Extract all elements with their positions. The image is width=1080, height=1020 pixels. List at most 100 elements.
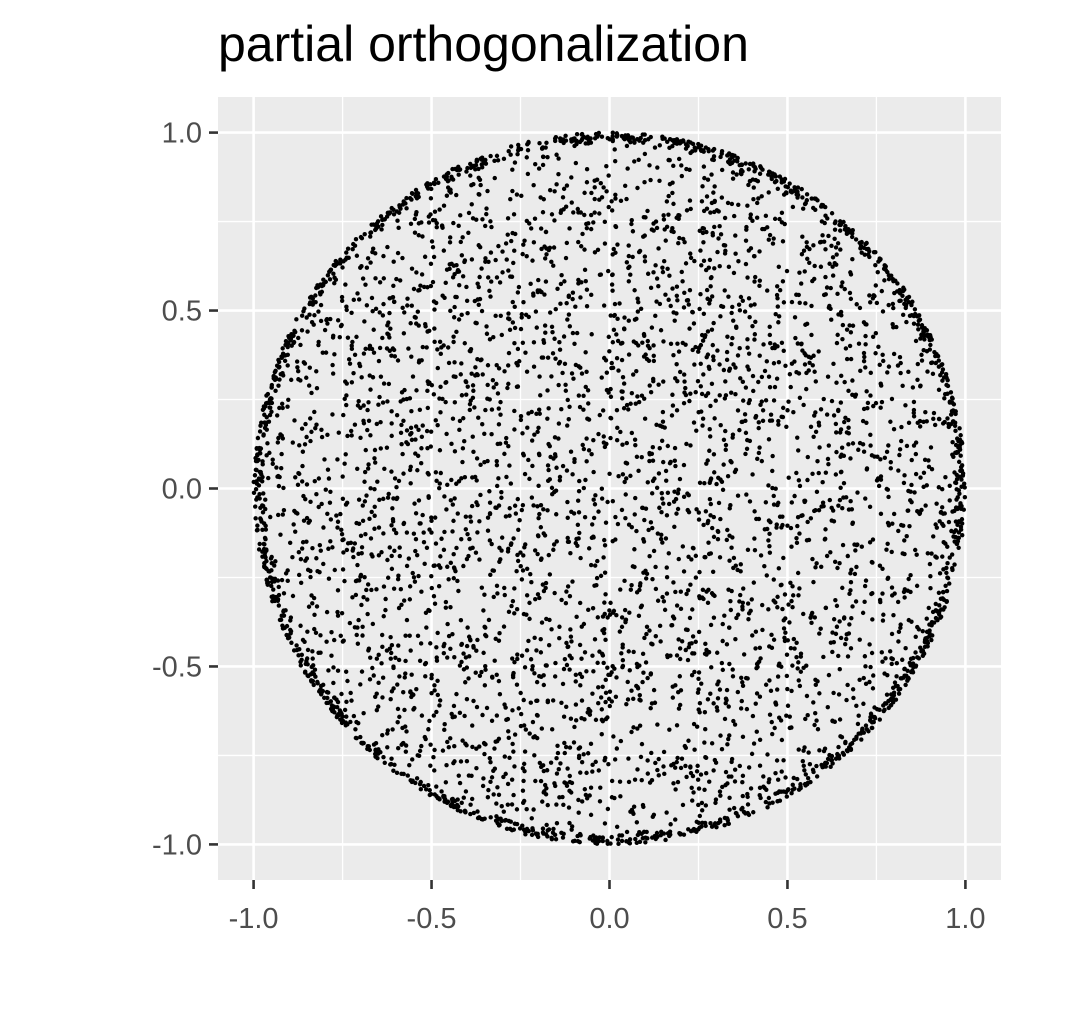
data-point bbox=[595, 660, 600, 666]
data-point bbox=[389, 756, 394, 761]
data-point bbox=[401, 598, 407, 603]
data-point bbox=[706, 518, 711, 524]
data-point bbox=[344, 714, 349, 719]
data-point bbox=[502, 592, 507, 598]
data-point bbox=[540, 355, 546, 360]
data-point bbox=[641, 140, 646, 145]
data-point bbox=[591, 534, 596, 539]
data-point bbox=[397, 674, 402, 679]
data-point bbox=[819, 762, 824, 768]
data-point bbox=[573, 679, 578, 684]
data-point bbox=[800, 759, 805, 764]
data-point bbox=[647, 163, 652, 168]
data-point bbox=[838, 221, 844, 227]
data-point bbox=[629, 390, 635, 396]
data-point bbox=[880, 659, 885, 664]
data-point bbox=[327, 277, 333, 282]
data-point bbox=[767, 418, 773, 423]
data-point bbox=[569, 824, 575, 829]
data-point bbox=[454, 192, 459, 198]
data-point bbox=[482, 751, 487, 757]
data-point bbox=[510, 320, 516, 325]
data-point bbox=[857, 305, 863, 311]
data-point bbox=[800, 348, 805, 353]
data-point bbox=[756, 425, 761, 431]
data-point bbox=[911, 399, 917, 405]
data-point bbox=[380, 675, 386, 680]
data-point bbox=[554, 182, 559, 187]
data-point bbox=[439, 536, 444, 541]
data-point bbox=[844, 231, 850, 237]
data-point bbox=[646, 358, 652, 363]
data-point bbox=[846, 417, 851, 423]
data-point bbox=[426, 727, 431, 732]
data-point bbox=[443, 599, 449, 605]
data-point bbox=[321, 525, 326, 530]
data-point bbox=[711, 452, 717, 457]
data-point bbox=[619, 615, 625, 620]
data-point bbox=[567, 820, 572, 826]
data-point bbox=[650, 525, 655, 531]
data-point bbox=[737, 763, 743, 769]
data-point bbox=[485, 188, 490, 194]
data-point bbox=[456, 588, 461, 594]
data-point bbox=[305, 629, 310, 634]
data-point bbox=[664, 478, 669, 483]
data-point bbox=[651, 353, 656, 358]
data-point bbox=[449, 711, 454, 717]
data-point bbox=[565, 539, 571, 545]
data-point bbox=[337, 708, 343, 713]
data-point bbox=[602, 570, 608, 575]
data-point bbox=[574, 614, 579, 620]
data-point bbox=[553, 134, 559, 140]
data-point bbox=[544, 252, 549, 257]
data-point bbox=[637, 829, 642, 835]
data-point bbox=[428, 429, 434, 434]
data-point bbox=[807, 360, 812, 366]
data-point bbox=[766, 538, 771, 543]
data-point bbox=[427, 608, 432, 613]
data-point bbox=[328, 539, 333, 544]
data-point bbox=[534, 325, 539, 330]
data-point bbox=[362, 319, 367, 324]
data-point bbox=[491, 768, 496, 773]
data-point bbox=[627, 610, 632, 615]
data-point bbox=[736, 202, 741, 207]
data-point bbox=[654, 299, 659, 304]
data-point bbox=[368, 260, 373, 265]
data-point bbox=[363, 346, 368, 352]
data-point bbox=[541, 682, 547, 688]
data-point bbox=[298, 623, 303, 628]
data-point bbox=[452, 271, 457, 277]
data-point bbox=[459, 253, 465, 258]
data-point bbox=[592, 502, 598, 507]
data-point bbox=[417, 407, 423, 413]
data-point bbox=[692, 362, 697, 367]
data-point bbox=[477, 177, 483, 183]
data-point bbox=[558, 281, 564, 287]
data-point bbox=[419, 589, 424, 594]
data-point bbox=[378, 749, 383, 755]
data-point bbox=[707, 301, 712, 306]
data-point bbox=[751, 161, 756, 166]
data-point bbox=[297, 443, 302, 448]
data-point bbox=[891, 427, 897, 432]
data-point bbox=[868, 664, 873, 670]
data-point bbox=[387, 296, 392, 301]
data-point bbox=[620, 375, 626, 380]
data-point bbox=[897, 287, 902, 293]
data-point bbox=[929, 337, 934, 342]
data-point bbox=[763, 500, 769, 505]
data-point bbox=[553, 306, 558, 312]
data-point bbox=[365, 611, 370, 617]
data-point bbox=[385, 399, 390, 404]
data-point bbox=[271, 587, 276, 592]
data-point bbox=[927, 347, 933, 352]
data-point bbox=[519, 193, 524, 199]
data-point bbox=[524, 648, 530, 653]
data-point bbox=[867, 642, 872, 647]
data-point bbox=[517, 518, 522, 523]
data-point bbox=[403, 671, 408, 676]
data-point bbox=[314, 422, 319, 427]
data-point bbox=[956, 535, 962, 541]
